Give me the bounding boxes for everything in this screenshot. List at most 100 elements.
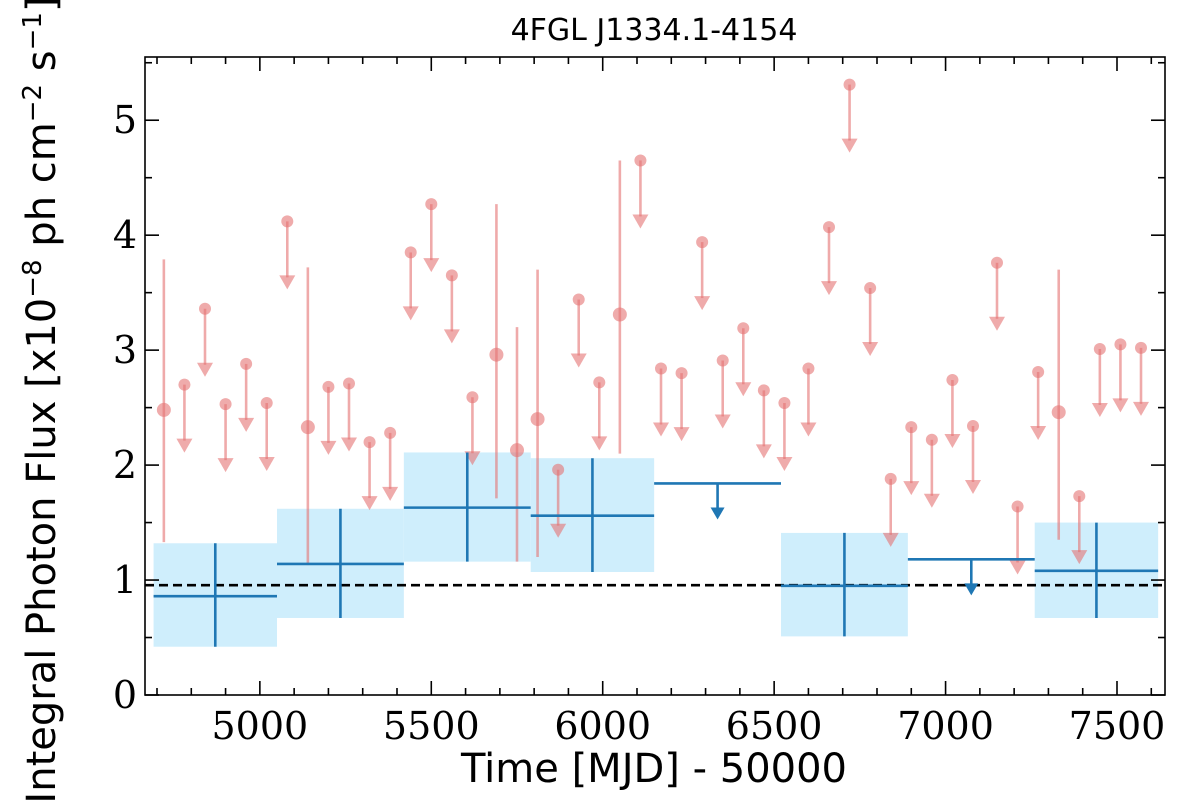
short-bin-limit-arrow: [320, 440, 337, 455]
short-bin-limit-point: [884, 472, 897, 485]
short-bin-limit-arrow: [882, 532, 899, 547]
short-bin-limit-point: [823, 221, 835, 234]
short-bin-limit-point: [843, 78, 856, 91]
short-bin-point: [156, 402, 171, 417]
y-label-text: ]: [19, 0, 65, 12]
short-bin-limit-arrow: [238, 417, 255, 432]
short-bin-limit-point: [737, 322, 750, 335]
short-bin-limit-arrow: [862, 342, 879, 357]
chart-title: 4FGL J1334.1-4154: [511, 13, 798, 48]
y-tick-label: 0: [113, 673, 137, 717]
short-bin-limit-arrow: [341, 437, 357, 452]
short-bin-limit-arrow: [800, 422, 817, 437]
short-bin-limit-arrow: [694, 296, 711, 311]
short-bin-limit-point: [404, 246, 417, 259]
short-bin-limit-point: [260, 397, 273, 410]
short-bin-limit-point: [991, 256, 1003, 269]
short-bin-limit-point: [634, 154, 647, 167]
short-bin-limit-point: [655, 362, 667, 375]
short-bin-limit-arrow: [1071, 550, 1088, 565]
y-tick-label: 4: [113, 213, 137, 257]
long-bin-limit-arrow: [964, 583, 979, 596]
x-axis-label: Time [MJD] - 50000: [460, 746, 847, 792]
short-bin-limit-point: [1073, 490, 1086, 503]
short-bin-limit-point: [864, 282, 877, 295]
y-axis-label: Integral Photon Flux [x10−8 ph cm−2 s−1]: [18, 0, 65, 800]
short-bin-limit-point: [757, 384, 770, 397]
short-bin-limit-point: [778, 397, 791, 410]
short-bin-limit-point: [925, 433, 938, 446]
short-bin-limit-arrow: [673, 427, 690, 442]
short-bin-limit-point: [967, 420, 979, 433]
short-bin-limit-point: [199, 302, 211, 315]
short-bin-series: [156, 78, 1149, 575]
y-tick-label: 5: [113, 98, 137, 142]
short-bin-limit-point: [572, 293, 585, 306]
short-bin-limit-point: [1093, 342, 1106, 355]
short-bin-limit-arrow: [176, 438, 193, 453]
short-bin-limit-point: [696, 236, 709, 249]
short-bin-limit-arrow: [989, 316, 1005, 331]
short-bin-limit-arrow: [423, 258, 440, 273]
long-bin-series: [153, 452, 1159, 647]
short-bin-limit-point: [343, 377, 355, 390]
short-bin-limit-arrow: [1030, 425, 1047, 440]
x-tick-label: 5000: [211, 704, 308, 748]
short-bin-limit-arrow: [402, 306, 419, 321]
short-bin-limit-arrow: [217, 458, 234, 473]
short-bin-limit-point: [466, 391, 479, 404]
short-bin-limit-arrow: [550, 523, 567, 538]
x-tick-label: 7000: [897, 704, 994, 748]
short-bin-limit-arrow: [1133, 401, 1149, 416]
short-bin-limit-arrow: [632, 214, 649, 229]
short-bin-limit-arrow: [258, 457, 275, 472]
short-bin-limit-arrow: [821, 281, 837, 296]
y-tick-label: 3: [113, 328, 137, 372]
short-bin-limit-arrow: [776, 457, 793, 472]
short-bin-limit-arrow: [755, 444, 772, 459]
short-bin-limit-point: [445, 269, 458, 282]
short-bin-point: [489, 347, 504, 362]
short-bin-limit-point: [363, 436, 376, 449]
short-bin-limit-point: [1032, 365, 1045, 378]
short-bin-limit-point: [802, 362, 815, 375]
short-bin-limit-arrow: [570, 353, 587, 368]
short-bin-limit-point: [281, 215, 294, 228]
y-label-text: s: [19, 50, 65, 84]
short-bin-limit-point: [675, 367, 688, 380]
short-bin-limit-arrow: [841, 138, 858, 153]
short-bin-point: [1051, 405, 1066, 420]
short-bin-limit-arrow: [923, 493, 940, 508]
y-tick-label: 1: [113, 558, 137, 602]
short-bin-limit-arrow: [944, 434, 961, 449]
short-bin-limit-arrow: [1112, 398, 1129, 413]
x-axis-ticks: 5000 5500 6000 6500 7000 7500: [156, 57, 1166, 748]
short-bin-limit-arrow: [361, 496, 378, 511]
long-bin-limit-arrow: [710, 507, 725, 520]
y-axis-ticks: 0 1 2 3 4 5: [113, 61, 1165, 717]
short-bin-limit-point: [593, 376, 606, 389]
y-label-superscript: −8: [18, 259, 48, 297]
short-bin-limit-point: [552, 463, 565, 476]
short-bin-limit-arrow: [653, 422, 669, 437]
y-tick-label: 2: [113, 443, 137, 487]
short-bin-limit-point: [425, 198, 438, 211]
short-bin-limit-point: [322, 380, 335, 393]
x-tick-label: 5500: [383, 704, 480, 748]
short-bin-limit-arrow: [965, 480, 981, 495]
short-bin-limit-arrow: [382, 486, 399, 501]
short-bin-limit-arrow: [1091, 402, 1108, 417]
short-bin-limit-arrow: [279, 275, 296, 290]
short-bin-limit-point: [716, 354, 729, 367]
y-label-text: ph cm: [19, 122, 65, 259]
short-bin-limit-point: [1011, 500, 1024, 513]
short-bin-limit-point: [1135, 341, 1147, 354]
short-bin-limit-point: [1114, 338, 1127, 351]
x-tick-label: 6000: [554, 704, 651, 748]
short-bin-limit-point: [384, 426, 397, 439]
x-tick-label: 7500: [1069, 704, 1166, 748]
short-bin-limit-point: [178, 378, 191, 391]
short-bin-limit-point: [905, 421, 918, 434]
plot-frame: [144, 56, 1166, 696]
x-tick-label: 6500: [726, 704, 823, 748]
